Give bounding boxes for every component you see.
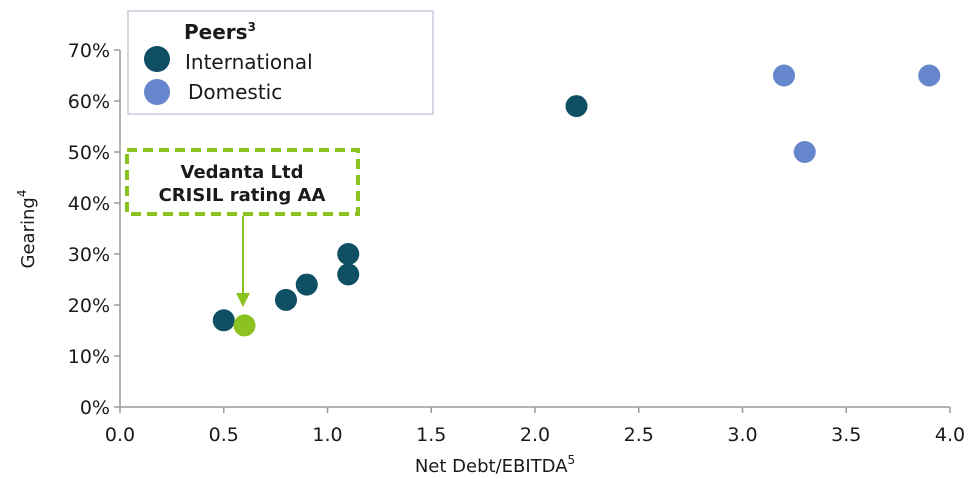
x-tick-label: 1.5 (416, 424, 446, 446)
callout-arrowhead (236, 293, 250, 307)
x-tick-label: 0.0 (105, 424, 135, 446)
x-tick-label: 3.5 (831, 424, 861, 446)
y-tick-label: 50% (68, 142, 110, 164)
y-tick-label: 10% (68, 346, 110, 368)
x-tick-label: 3.0 (727, 424, 757, 446)
legend-title-text: Peers (184, 20, 248, 44)
data-point-domestic (793, 141, 816, 163)
x-axis-ticks: 0.0 0.5 1.0 1.5 2.0 2.5 3.0 3.5 4.0 (105, 407, 965, 446)
data-points (212, 64, 941, 337)
data-point-domestic (773, 64, 795, 87)
legend-marker-international (144, 46, 170, 72)
data-point-international (565, 95, 588, 118)
legend-box (127, 10, 434, 115)
data-point-international (212, 309, 235, 332)
x-tick-label: 4.0 (935, 424, 965, 446)
legend-title: Peers3 (184, 20, 256, 44)
x-tick-label: 1.0 (312, 424, 342, 446)
y-axis-title-superscript: 4 (15, 190, 29, 198)
legend: Peers3 International Domestic (127, 10, 434, 115)
data-point-international (295, 273, 318, 296)
data-point-domestic (918, 64, 941, 87)
legend-marker-domestic (144, 79, 170, 105)
legend-label-international: International (185, 50, 313, 74)
y-tick-label: 0% (80, 397, 110, 419)
highlight-callout: Vedanta Ltd CRISIL rating AA (125, 148, 360, 307)
y-tick-label: 60% (68, 91, 110, 113)
data-point-international (337, 263, 360, 286)
data-point-international (337, 243, 360, 265)
data-point-international (275, 288, 297, 311)
legend-label-domestic: Domestic (188, 80, 282, 104)
x-axis-title-superscript: 5 (568, 453, 576, 467)
x-tick-label: 2.5 (624, 424, 654, 446)
callout-line-2: CRISIL rating AA (159, 185, 326, 206)
y-tick-label: 70% (68, 40, 110, 62)
legend-title-superscript: 3 (248, 20, 256, 34)
x-axis-title-text: Net Debt/EBITDA (415, 456, 568, 477)
y-tick-label: 30% (68, 244, 110, 266)
x-tick-label: 2.0 (520, 424, 550, 446)
callout-line-1: Vedanta Ltd (181, 162, 304, 183)
y-tick-label: 40% (68, 193, 110, 215)
callout-box (125, 148, 360, 216)
y-axis-title-text: Gearing (18, 197, 39, 268)
y-axis-ticks: 0% 10% 20% 30% 40% 50% 60% 70% (68, 40, 120, 419)
x-axis-title: Net Debt/EBITDA5 (415, 453, 575, 477)
x-tick-label: 0.5 (209, 424, 239, 446)
y-tick-label: 20% (68, 295, 110, 317)
data-point-highlight (233, 314, 256, 337)
y-axis-title: Gearing4 (15, 190, 39, 269)
